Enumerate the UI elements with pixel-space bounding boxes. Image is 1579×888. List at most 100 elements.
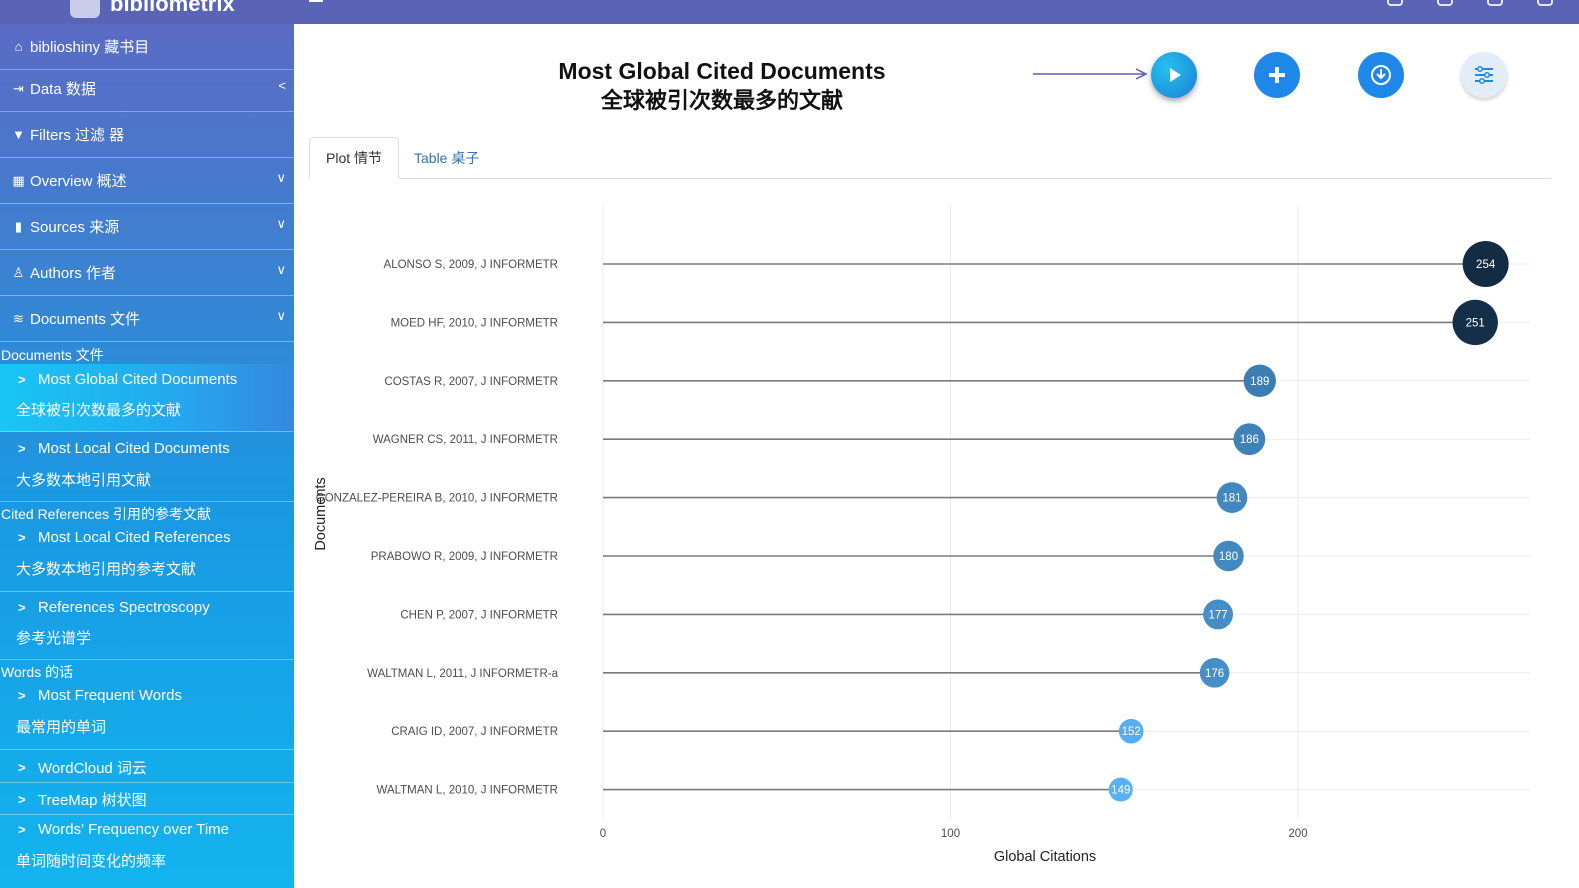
run-button[interactable] xyxy=(1151,52,1197,98)
sidebar-item-documents[interactable]: ≋ Documents 文件 ∨ xyxy=(0,296,294,342)
data-label: 189 xyxy=(1250,376,1269,388)
x-tick-label: 100 xyxy=(941,828,960,840)
x-axis-title: Global Citations xyxy=(994,849,1096,865)
sidebar-item-label: Documents 文件 xyxy=(30,311,141,328)
chevron-right-icon: > xyxy=(18,530,26,545)
main-panel: Most Global Cited Documents 全球被引次数最多的文献 … xyxy=(294,24,1579,888)
subitem-most-local-cited-documents[interactable]: > Most Local Cited Documents 大多数本地引用文献 xyxy=(0,432,294,502)
data-point xyxy=(1233,423,1266,456)
tab-table[interactable]: Table 桌子 xyxy=(414,150,480,166)
data-label: 176 xyxy=(1205,668,1224,680)
data-label: 181 xyxy=(1222,493,1241,505)
sidebar-item-label: Overview 概述 xyxy=(30,173,127,190)
sidebar: ⌂ biblioshiny 藏书目 ⇥ Data 数据 < ▼ Filters … xyxy=(0,24,294,888)
sliders-icon xyxy=(1475,65,1493,85)
chevron-right-icon: > xyxy=(18,822,26,837)
report-icon[interactable] xyxy=(1387,0,1403,6)
subitem-treemap[interactable]: > TreeMap 树状图 xyxy=(0,783,294,815)
data-label: 177 xyxy=(1208,609,1227,621)
y-tick-label: WALTMAN L, 2011, J INFORMETR-a xyxy=(367,668,558,680)
y-tick-label: MOED HF, 2010, J INFORMETR xyxy=(391,317,558,329)
chat-icon[interactable] xyxy=(1487,0,1503,6)
section-cited-references: Cited References 引用的参考文献 xyxy=(1,506,212,522)
page-title-zh: 全球被引次数最多的文献 xyxy=(600,88,843,113)
data-point xyxy=(1108,777,1133,802)
book-icon: ▮ xyxy=(14,218,23,234)
data-label: 251 xyxy=(1466,317,1485,329)
subitem-label-zh: 全球被引次数最多的文献 xyxy=(16,402,182,419)
sidebar-toggle-icon[interactable] xyxy=(309,0,323,4)
top-right-icons xyxy=(1387,0,1553,6)
sidebar-item-sources[interactable]: ▮ Sources 来源 ∨ xyxy=(0,204,294,250)
chevron-down-icon: ∨ xyxy=(276,262,286,277)
chevron-right-icon: > xyxy=(18,688,26,703)
subitem-references-spectroscopy[interactable]: > References Spectroscopy 参考光谱学 xyxy=(0,592,294,660)
sidebar-item-label: biblioshiny 藏书目 xyxy=(30,39,150,56)
subitem-label-zh: 大多数本地引用的参考文献 xyxy=(16,561,197,578)
user-icon: ♙ xyxy=(12,264,25,280)
download-button[interactable] xyxy=(1358,52,1404,98)
subitem-label-zh: 参考光谱学 xyxy=(16,630,92,647)
sidebar-item-data[interactable]: ⇥ Data 数据 < xyxy=(0,66,294,112)
subitem-label: Most Local Cited References xyxy=(38,529,231,546)
data-label: 149 xyxy=(1111,785,1130,797)
y-tick-label: CHEN P, 2007, J INFORMETR xyxy=(400,609,558,621)
subitem-label-zh: 大多数本地引用文献 xyxy=(16,472,152,489)
y-tick-label: COSTAS R, 2007, J INFORMETR xyxy=(384,376,558,388)
layers-icon: ≋ xyxy=(13,310,24,326)
data-label: 180 xyxy=(1219,551,1238,563)
subitem-label: WordCloud 词云 xyxy=(38,760,147,777)
y-tick-label: GONZALEZ-PEREIRA B, 2010, J INFORMETR xyxy=(316,493,558,505)
import-icon: ⇥ xyxy=(13,80,24,96)
options-button[interactable] xyxy=(1461,52,1507,98)
subitem-label: Most Frequent Words xyxy=(38,687,182,704)
subitem-label: Most Global Cited Documents xyxy=(38,371,238,388)
y-tick-label: WAGNER CS, 2011, J INFORMETR xyxy=(373,434,558,446)
data-point xyxy=(1203,599,1234,630)
home-icon: ⌂ xyxy=(14,39,23,54)
filter-icon: ▼ xyxy=(12,127,25,142)
x-tick-label: 0 xyxy=(600,828,606,840)
section-documents: Documents 文件 xyxy=(1,347,104,363)
data-point xyxy=(1216,482,1248,513)
user-menu-icon[interactable] xyxy=(1537,0,1553,6)
section-words: Words 的话 xyxy=(1,664,74,680)
chevron-right-icon: > xyxy=(18,792,26,807)
subitem-most-local-cited-references[interactable]: > Most Local Cited References 大多数本地引用的参考文… xyxy=(0,522,294,592)
add-to-report-button[interactable] xyxy=(1254,52,1300,98)
page-title-en: Most Global Cited Documents xyxy=(558,58,886,84)
brand-name: bibliometrix xyxy=(110,0,235,16)
download-icon xyxy=(1371,65,1391,85)
tab-bar: Plot 情节 Table 桌子 xyxy=(309,137,1551,179)
sidebar-item-biblioshiny[interactable]: ⌂ biblioshiny 藏书目 xyxy=(0,24,294,70)
y-tick-label: CRAIG ID, 2007, J INFORMETR xyxy=(391,726,558,738)
chevron-left-icon: < xyxy=(278,78,286,93)
data-point xyxy=(1118,718,1144,744)
sidebar-item-overview[interactable]: ▦ Overview 概述 ∨ xyxy=(0,158,294,204)
subitem-wordcloud[interactable]: > WordCloud 词云 xyxy=(0,750,294,783)
subitem-most-frequent-words[interactable]: > Most Frequent Words 最常用的单词 xyxy=(0,680,294,750)
subitem-label-zh: 最常用的单词 xyxy=(16,719,107,736)
annotation-arrow-right-icon xyxy=(1033,68,1148,80)
sidebar-item-label: Authors 作者 xyxy=(30,265,116,282)
sidebar-item-authors[interactable]: ♙ Authors 作者 ∨ xyxy=(0,250,294,296)
chevron-right-icon: > xyxy=(18,372,26,387)
data-label: 254 xyxy=(1476,259,1496,271)
subitem-most-global-cited-documents[interactable]: > Most Global Cited Documents 全球被引次数最多的文献 xyxy=(0,364,294,432)
tab-plot[interactable]: Plot 情节 xyxy=(309,137,400,179)
chevron-right-icon: > xyxy=(18,600,26,615)
plus-icon xyxy=(1269,67,1285,83)
subitem-words-frequency-over-time[interactable]: > Words' Frequency over Time 单词随时间变化的频率 xyxy=(0,815,294,885)
y-axis-title: Documents xyxy=(313,477,329,550)
data-point xyxy=(1199,657,1230,688)
y-tick-label: WALTMAN L, 2010, J INFORMETR xyxy=(377,785,558,797)
x-tick-label: 200 xyxy=(1288,828,1307,840)
brand[interactable]: bibliometrix xyxy=(70,0,235,18)
data-point xyxy=(1452,299,1498,346)
global-citations-chart: 254 ALONSO S, 2009, J INFORMETR 251 MOED HF… xyxy=(313,204,1530,865)
info-icon[interactable] xyxy=(1437,0,1453,6)
sidebar-item-filters[interactable]: ▼ Filters 过滤 器 xyxy=(0,112,294,158)
bibliometrix-logo-icon xyxy=(70,0,100,18)
data-label: 186 xyxy=(1240,434,1259,446)
sidebar-item-label: Sources 来源 xyxy=(30,219,120,236)
